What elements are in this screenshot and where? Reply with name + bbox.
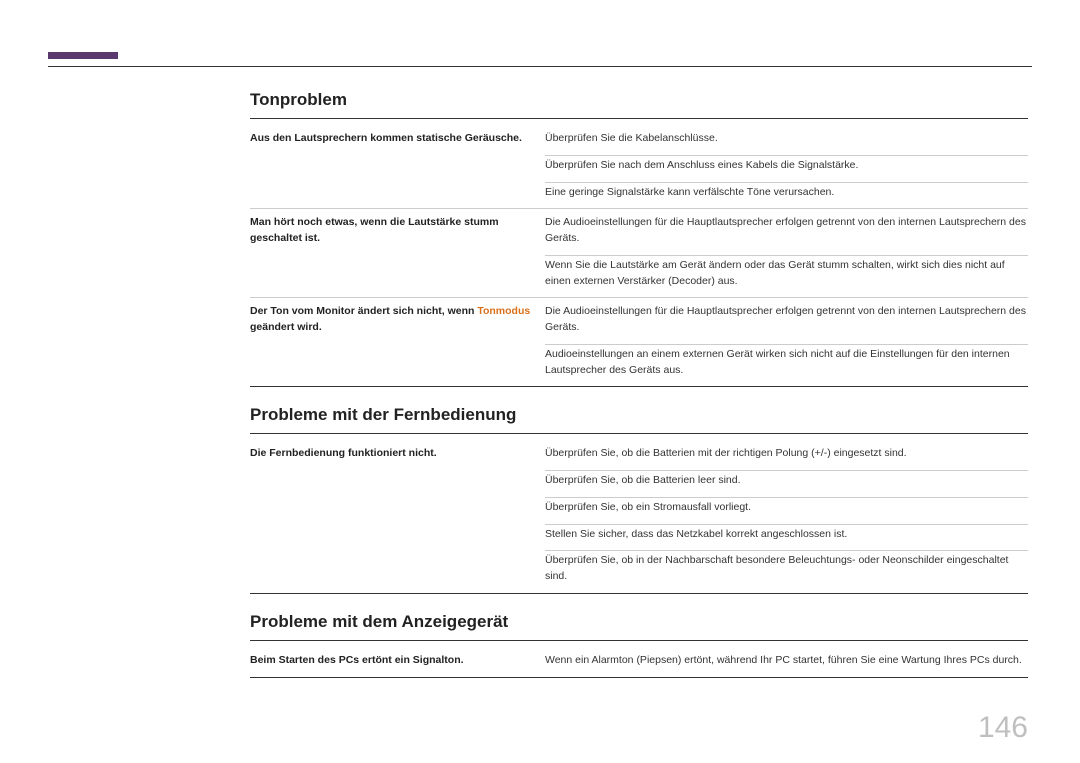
section-rule (250, 118, 1028, 119)
section-title: Probleme mit der Fernbedienung (250, 405, 1028, 425)
issue-text: geändert wird. (250, 321, 322, 333)
solution-item: Überprüfen Sie, ob die Batterien mit der… (545, 446, 1028, 471)
solution-item: Wenn ein Alarmton (Piepsen) ertönt, währ… (545, 653, 1028, 669)
solution-item: Überprüfen Sie nach dem Anschluss eines … (545, 156, 1028, 183)
solution-item: Audioeinstellungen an einem externen Ger… (545, 345, 1028, 379)
table-row: Aus den Lautsprechern kommen statische G… (250, 125, 1028, 209)
issue-cell: Beim Starten des PCs ertönt ein Signalto… (250, 653, 545, 669)
section-body: Aus den Lautsprechern kommen statische G… (250, 125, 1028, 387)
solution-item: Überprüfen Sie, ob in der Nachbarschaft … (545, 551, 1028, 585)
solution-item: Eine geringe Signalstärke kann verfälsch… (545, 183, 1028, 201)
solution-text: Die Audioeinstellungen für die Hauptlaut… (545, 215, 1028, 247)
solution-item: Überprüfen Sie die Kabelanschlüsse. (545, 131, 1028, 156)
section-title: Probleme mit dem Anzeigegerät (250, 612, 1028, 632)
table-row: Der Ton vom Monitor ändert sich nicht, w… (250, 298, 1028, 387)
solution-item: Überprüfen Sie, ob die Batterien leer si… (545, 471, 1028, 498)
issue-cell: Der Ton vom Monitor ändert sich nicht, w… (250, 304, 545, 378)
table-row: Beim Starten des PCs ertönt ein Signalto… (250, 647, 1028, 678)
solution-item: Die Audioeinstellungen für die Hauptlaut… (545, 304, 1028, 345)
solution-item: Stellen Sie sicher, dass das Netzkabel k… (545, 525, 1028, 552)
issue-cell: Die Fernbedienung funktioniert nicht. (250, 446, 545, 585)
solution-text: Überprüfen Sie, ob in der Nachbarschaft … (545, 553, 1028, 585)
solution-text: Wenn ein Alarmton (Piepsen) ertönt, währ… (545, 653, 1028, 669)
issue-cell: Man hört noch etwas, wenn die Lautstärke… (250, 215, 545, 289)
solution-cell: Die Audioeinstellungen für die Hauptlaut… (545, 215, 1028, 289)
highlight-text: Tonmodus (477, 305, 530, 317)
solution-text: Die Audioeinstellungen für die Hauptlaut… (545, 304, 1028, 336)
solution-text: Überprüfen Sie, ob die Batterien mit der… (545, 446, 1028, 462)
issue-text: Man hört noch etwas, wenn die Lautstärke… (250, 216, 499, 244)
solution-text: Audioeinstellungen an einem externen Ger… (545, 347, 1028, 379)
section-body: Die Fernbedienung funktioniert nicht. Übe… (250, 440, 1028, 594)
page-number: 146 (978, 711, 1028, 745)
solution-text: Überprüfen Sie die Kabelanschlüsse. (545, 131, 1028, 147)
solution-text: Eine geringe Signalstärke kann verfälsch… (545, 185, 1028, 201)
section-rule (250, 640, 1028, 641)
top-rule (48, 66, 1032, 67)
solution-text: Überprüfen Sie, ob ein Stromausfall vorl… (545, 500, 1028, 516)
solution-item: Wenn Sie die Lautstärke am Gerät ändern … (545, 256, 1028, 290)
solution-text: Stellen Sie sicher, dass das Netzkabel k… (545, 527, 1028, 543)
table-row: Die Fernbedienung funktioniert nicht. Übe… (250, 440, 1028, 594)
section-body: Beim Starten des PCs ertönt ein Signalto… (250, 647, 1028, 678)
issue-text: Beim Starten des PCs ertönt ein Signalto… (250, 654, 464, 666)
content-area: Tonproblem Aus den Lautsprechern kommen s… (250, 90, 1028, 678)
solution-text: Wenn Sie die Lautstärke am Gerät ändern … (545, 258, 1028, 290)
issue-text: Die Fernbedienung funktioniert nicht. (250, 447, 437, 459)
solution-text: Überprüfen Sie, ob die Batterien leer si… (545, 473, 1028, 489)
solution-cell: Überprüfen Sie die Kabelanschlüsse. Überp… (545, 131, 1028, 200)
issue-text: Der Ton vom Monitor ändert sich nicht, w… (250, 305, 477, 317)
solution-cell: Die Audioeinstellungen für die Hauptlaut… (545, 304, 1028, 378)
solution-item: Die Audioeinstellungen für die Hauptlaut… (545, 215, 1028, 256)
section-rule (250, 433, 1028, 434)
solution-cell: Überprüfen Sie, ob die Batterien mit der… (545, 446, 1028, 585)
issue-cell: Aus den Lautsprechern kommen statische G… (250, 131, 545, 200)
table-row: Man hört noch etwas, wenn die Lautstärke… (250, 209, 1028, 298)
solution-text: Überprüfen Sie nach dem Anschluss eines … (545, 158, 1028, 174)
solution-item: Überprüfen Sie, ob ein Stromausfall vorl… (545, 498, 1028, 525)
section-title: Tonproblem (250, 90, 1028, 110)
solution-cell: Wenn ein Alarmton (Piepsen) ertönt, währ… (545, 653, 1028, 669)
accent-bar (48, 52, 118, 59)
issue-text: Aus den Lautsprechern kommen statische G… (250, 132, 522, 144)
